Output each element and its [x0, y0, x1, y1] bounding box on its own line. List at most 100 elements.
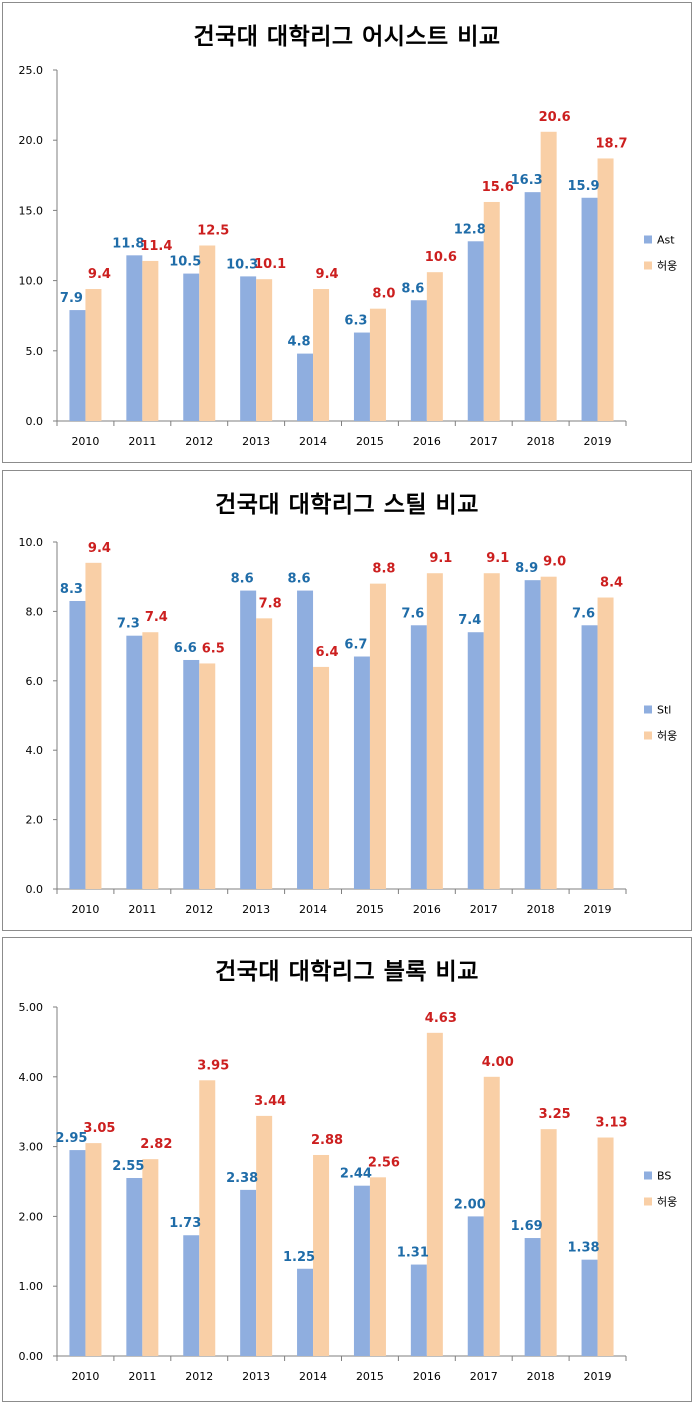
y-tick-label: 5.00 — [19, 1001, 44, 1014]
data-label-heo-ung: 9.4 — [88, 541, 111, 556]
data-label-heo-ung: 6.4 — [316, 645, 339, 660]
data-label-bs: 2.38 — [226, 1171, 258, 1186]
data-label-ast: 16.3 — [511, 173, 543, 188]
bar-heo-ung — [85, 1143, 102, 1356]
data-label-heo-ung: 3.13 — [596, 1116, 628, 1131]
bar-ast — [240, 276, 257, 421]
x-tick-label: 2018 — [527, 435, 555, 448]
y-tick-label: 20.0 — [19, 134, 44, 147]
bar-bs — [240, 1189, 257, 1356]
data-label-heo-ung: 7.8 — [259, 596, 282, 611]
legend-swatch-heo-ung — [644, 731, 652, 740]
bar-heo-ung — [142, 632, 159, 889]
data-label-bs: 1.69 — [511, 1219, 543, 1234]
bar-heo-ung — [256, 1115, 273, 1356]
legend-swatch-bs — [644, 1171, 652, 1180]
data-label-ast: 15.9 — [568, 179, 600, 194]
bar-bs — [353, 1185, 370, 1356]
bar-heo-ung — [540, 576, 557, 889]
x-tick-label: 2010 — [71, 903, 99, 916]
x-tick-label: 2018 — [527, 1370, 555, 1383]
assists-chart: 0.0 5.0 10.0 15.0 20.0 25.0 7.9 9.4 2010 11.811.4… — [19, 64, 678, 448]
y-tick-label: 2.0 — [26, 814, 44, 827]
y-tick-label: 2.00 — [19, 1210, 44, 1223]
data-label-heo-ung: 3.25 — [539, 1107, 571, 1122]
data-label-heo-ung: 3.44 — [254, 1094, 286, 1109]
data-label-heo-ung: 9.1 — [486, 551, 509, 566]
data-label-ast: 10.3 — [226, 257, 258, 272]
y-tick-label: 25.0 — [19, 64, 44, 77]
data-label-stl: 6.7 — [344, 638, 367, 653]
data-label-bs: 1.73 — [169, 1216, 201, 1231]
bar-heo-ung — [483, 1076, 500, 1356]
x-tick-label: 2011 — [128, 435, 156, 448]
bar-stl — [581, 625, 598, 889]
bar-heo-ung — [369, 583, 386, 889]
bar-ast — [410, 300, 427, 421]
y-tick-label: 1.00 — [19, 1280, 44, 1293]
bar-bs — [581, 1259, 598, 1356]
bar-ast — [353, 332, 370, 421]
bar-heo-ung — [540, 1129, 557, 1356]
data-label-heo-ung: 15.6 — [482, 180, 514, 195]
bar-ast — [183, 273, 200, 421]
data-label-heo-ung: 20.6 — [539, 110, 571, 125]
legend-label: 허웅 — [657, 730, 677, 743]
data-label-stl: 7.6 — [572, 606, 595, 621]
data-label-heo-ung: 18.7 — [596, 136, 628, 151]
data-label-heo-ung: 8.8 — [372, 562, 395, 577]
bar-stl — [126, 635, 143, 889]
bar-stl — [69, 600, 86, 889]
blocks-chart: 0.00 1.00 2.00 3.00 4.00 5.00 2.953.05 2010 2.55… — [19, 1001, 678, 1383]
legend-swatch-ast — [644, 235, 652, 244]
bar-heo-ung — [256, 618, 273, 889]
x-tick-label: 2019 — [584, 435, 612, 448]
bar-heo-ung — [369, 308, 386, 421]
data-label-heo-ung: 3.95 — [197, 1058, 229, 1073]
data-label-bs: 1.38 — [568, 1241, 600, 1256]
bar-stl — [297, 590, 314, 889]
x-tick-label: 2013 — [242, 903, 270, 916]
data-label-stl: 8.9 — [515, 561, 538, 576]
x-tick-label: 2016 — [413, 1370, 441, 1383]
data-label-heo-ung: 8.0 — [372, 287, 395, 302]
x-tick-label: 2018 — [527, 903, 555, 916]
y-tick-label: 4.0 — [26, 744, 44, 757]
steals-chart: 0.0 2.0 4.0 6.0 8.0 10.0 8.3 9.4 2010 7.3 7.4 2011 6… — [19, 536, 678, 916]
x-tick-label: 2012 — [185, 903, 213, 916]
x-tick-label: 2011 — [128, 903, 156, 916]
chart-title: 건국대 대학리그 스틸 비교 — [215, 492, 479, 518]
bar-ast — [467, 241, 484, 421]
y-tick-label: 0.0 — [26, 415, 44, 428]
chart-panel-blocks: 건국대 대학리그 블록 비교 0.00 1.00 2.00 3.00 4.00 5.00 2… — [2, 937, 692, 1402]
bar-heo-ung — [597, 1137, 614, 1356]
y-tick-label: 15.0 — [19, 204, 44, 217]
data-label-heo-ung: 2.56 — [368, 1155, 400, 1170]
data-label-ast: 11.8 — [112, 236, 144, 251]
data-label-bs: 2.00 — [454, 1197, 486, 1212]
y-tick-label: 4.00 — [19, 1071, 44, 1084]
legend-swatch-stl — [644, 705, 652, 714]
bar-bs — [297, 1268, 314, 1356]
bar-stl — [410, 625, 427, 889]
bar-heo-ung — [256, 279, 273, 421]
data-label-bs: 2.95 — [55, 1131, 87, 1146]
data-label-ast: 8.6 — [401, 281, 424, 296]
y-tick-label: 8.0 — [26, 605, 44, 618]
legend-label: Ast — [657, 234, 675, 247]
x-tick-label: 2012 — [185, 435, 213, 448]
bar-bs — [183, 1235, 200, 1356]
data-label-stl: 7.6 — [401, 606, 424, 621]
y-tick-label: 5.0 — [26, 345, 44, 358]
data-label-ast: 10.5 — [169, 255, 201, 270]
data-label-stl: 8.6 — [231, 572, 254, 587]
bar-stl — [240, 590, 257, 889]
x-tick-label: 2014 — [299, 1370, 327, 1383]
bar-heo-ung — [142, 260, 159, 421]
x-tick-label: 2011 — [128, 1370, 156, 1383]
bar-heo-ung — [426, 573, 443, 889]
x-tick-label: 2019 — [584, 1370, 612, 1383]
data-label-heo-ung: 4.00 — [482, 1055, 514, 1070]
bar-bs — [467, 1216, 484, 1356]
bar-heo-ung — [142, 1159, 159, 1356]
